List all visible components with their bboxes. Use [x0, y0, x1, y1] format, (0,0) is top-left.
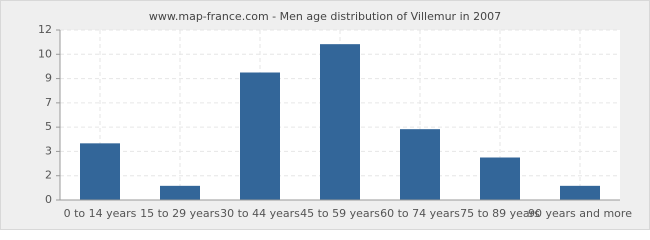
bar [80, 143, 120, 200]
bar [240, 72, 280, 200]
y-tick-label: 7 [45, 96, 52, 109]
bar [160, 185, 200, 200]
y-tick-label: 12 [38, 23, 52, 36]
bar [480, 157, 520, 200]
y-tick-label: 2 [45, 169, 52, 182]
chart: www.map-france.com - Men age distributio… [0, 0, 650, 230]
x-tick-label: 30 to 44 years [220, 207, 300, 220]
y-tick-label: 9 [45, 72, 52, 85]
x-tick-label: 75 to 89 years [460, 207, 540, 220]
bar [400, 129, 440, 200]
x-tick-label: 15 to 29 years [140, 207, 220, 220]
y-tick-label: 3 [45, 144, 52, 157]
chart-title: www.map-france.com - Men age distributio… [149, 10, 501, 23]
y-tick-label: 0 [45, 193, 52, 206]
x-tick-label: 45 to 59 years [300, 207, 380, 220]
x-tick-label: 60 to 74 years [380, 207, 460, 220]
y-tick-label: 10 [38, 47, 52, 60]
bar [320, 44, 360, 200]
bar [560, 185, 600, 200]
x-tick-label: 90 years and more [528, 207, 632, 220]
y-tick-label: 5 [45, 120, 52, 133]
x-tick-label: 0 to 14 years [64, 207, 137, 220]
